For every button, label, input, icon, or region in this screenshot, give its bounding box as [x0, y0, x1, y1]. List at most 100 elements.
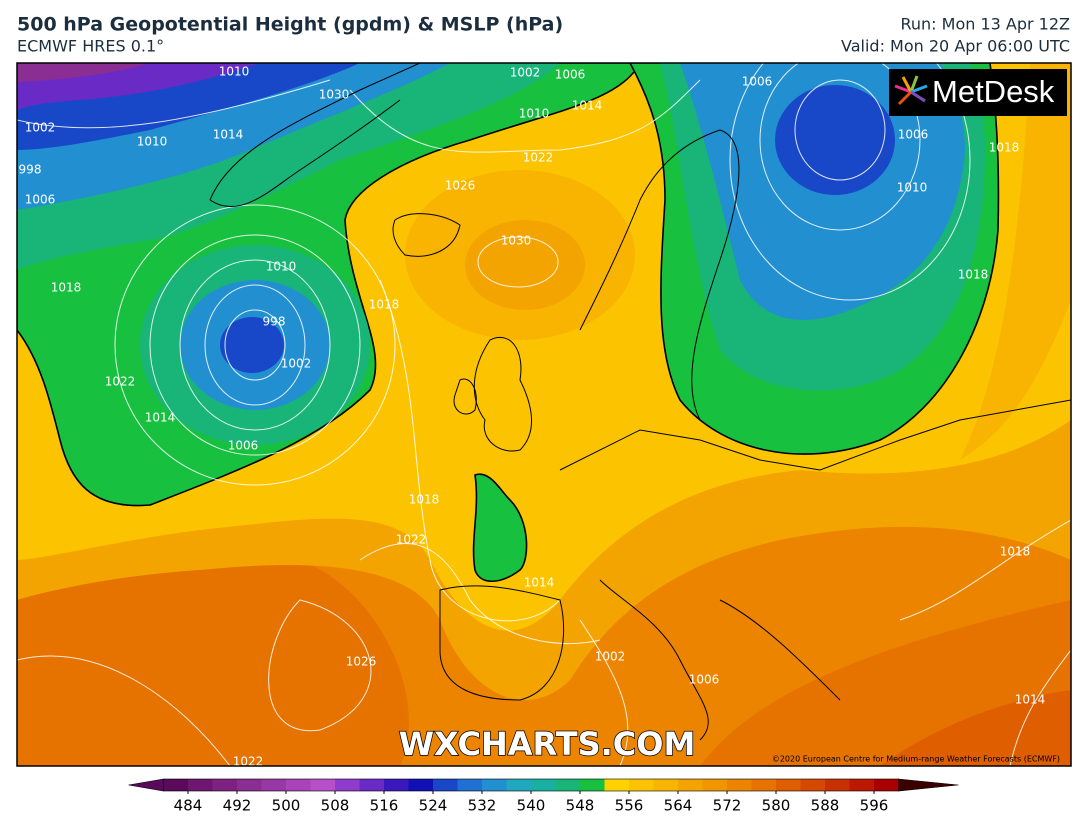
colorbar-segment [188, 779, 213, 791]
colorbar: 484 492 500 508 516 524 532 540 548 556 564 572 580 5… [128, 778, 959, 815]
isobar-label: 1014 [213, 128, 244, 142]
logo-icon [894, 75, 928, 106]
logo-box [889, 69, 1067, 116]
colorbar-segment [310, 779, 336, 791]
colorbar-segment [384, 779, 409, 791]
isobar-label: 1022 [523, 151, 554, 165]
isobar-label: 998 [19, 163, 42, 177]
isobar-label: 1006 [689, 673, 720, 687]
isobar-label: 1006 [25, 193, 56, 207]
colorbar-tick-label: 524 [419, 797, 448, 815]
colorbar-segment [776, 779, 801, 791]
isobars [17, 63, 1071, 766]
isobar-label: 1018 [51, 281, 82, 295]
colorbar-segment [261, 779, 287, 791]
coastlines [209, 63, 1071, 741]
colorbar-tick-label: 500 [272, 797, 301, 815]
isobar-label: 1018 [1000, 545, 1031, 559]
subtitle: ECMWF HRES 0.1° [17, 37, 164, 56]
field [960, 63, 1071, 460]
isobar-label: 1030 [319, 88, 350, 102]
colorbar-tick-label: 516 [370, 797, 399, 815]
colorbar-segment [678, 779, 703, 791]
colorbar-extend [898, 778, 959, 792]
isobar-label: 1010 [219, 65, 250, 79]
isobar-label: 1022 [233, 755, 264, 769]
colorbar-tick-label: 564 [664, 797, 693, 815]
isobar-label: 1018 [958, 268, 989, 282]
isobar-label: 1006 [742, 75, 773, 89]
field [880, 690, 1071, 766]
colorbar-segment [580, 779, 605, 791]
isobar-label: 1018 [369, 298, 400, 312]
colorbar-segment [237, 779, 262, 791]
isobar-label: 1010 [266, 260, 297, 274]
colorbar-segment [212, 779, 238, 791]
copyright: ©2020 European Centre for Medium-range W… [772, 755, 1060, 764]
colorbar-tick-label: 588 [811, 797, 840, 815]
colorbar-segment [286, 779, 311, 791]
field [17, 552, 409, 766]
watermark: WXCHARTS.COM [399, 725, 696, 763]
colorbar-segment [653, 779, 679, 791]
colorbar-segment [359, 779, 385, 791]
map: 1010 1002 1006 1006 1002 1010 1030 1014 1010 1014… [17, 63, 1071, 769]
isobar-label: 1018 [409, 493, 440, 507]
isobar-label: 1022 [396, 533, 427, 547]
colorbar-segment [727, 779, 752, 791]
colorbar-tick-label: 548 [566, 797, 595, 815]
colorbar-tick-label: 556 [615, 797, 644, 815]
colorbar-tick-label: 492 [223, 797, 252, 815]
isobar-label: 1010 [897, 181, 928, 195]
colorbar-segment [702, 779, 728, 791]
isobar-label: 1030 [501, 234, 532, 248]
isobar-label: 1026 [445, 179, 476, 193]
isobar-label: 1006 [228, 439, 259, 453]
isobar-label: 1002 [25, 121, 56, 135]
colorbar-segment [825, 779, 850, 791]
field [472, 473, 528, 583]
isobar-label: 1002 [281, 357, 312, 371]
colorbar-segment [849, 779, 875, 791]
colorbar-segment [506, 779, 532, 791]
colorbar-segment [482, 779, 507, 791]
colorbar-segment [408, 779, 434, 791]
colorbar-segment [457, 779, 483, 791]
isobar-label: 1014 [524, 576, 555, 590]
isobar-label: 1010 [137, 135, 168, 149]
colorbar-segment [604, 779, 630, 791]
field [220, 317, 284, 373]
isobar-label: 1002 [595, 650, 626, 664]
isobar-label: 1006 [555, 68, 586, 82]
colorbar-segment [433, 779, 458, 791]
colorbar-tick-label: 508 [321, 797, 350, 815]
field [465, 220, 585, 310]
colorbar-extend [128, 778, 164, 792]
colorbar-segment [874, 779, 899, 791]
run-time: Run: Mon 13 Apr 12Z [900, 15, 1070, 34]
isobar-label: 1014 [145, 411, 176, 425]
isobar-label: 1018 [989, 141, 1020, 155]
isobar-label: 1026 [346, 655, 377, 669]
colorbar-tick-label: 540 [517, 797, 546, 815]
colorbar-segment [751, 779, 777, 791]
field [775, 85, 895, 195]
colorbar-segment [629, 779, 654, 791]
colorbar-tick-label: 580 [762, 797, 791, 815]
isobar-labels: 1010 1002 1006 1006 1002 1010 1030 1014 1010 1014… [19, 65, 1046, 769]
isobar-label: 1014 [1015, 693, 1046, 707]
title: 500 hPa Geopotential Height (gpdm) & MSL… [17, 14, 563, 36]
colorbar-tick-label: 596 [860, 797, 889, 815]
colorbar-tick-label: 484 [174, 797, 203, 815]
isobar-label: 1014 [572, 99, 603, 113]
isobar-label: 1002 [510, 66, 541, 80]
isobar-label: 998 [263, 315, 286, 329]
colorbar-tick-label: 572 [713, 797, 742, 815]
colorbar-segment [531, 779, 556, 791]
colorbar-segment [555, 779, 581, 791]
colorbar-segment [800, 779, 826, 791]
isobar-label: 1010 [519, 107, 550, 121]
colorbar-segment [163, 779, 189, 791]
colorbar-tick-label: 532 [468, 797, 497, 815]
